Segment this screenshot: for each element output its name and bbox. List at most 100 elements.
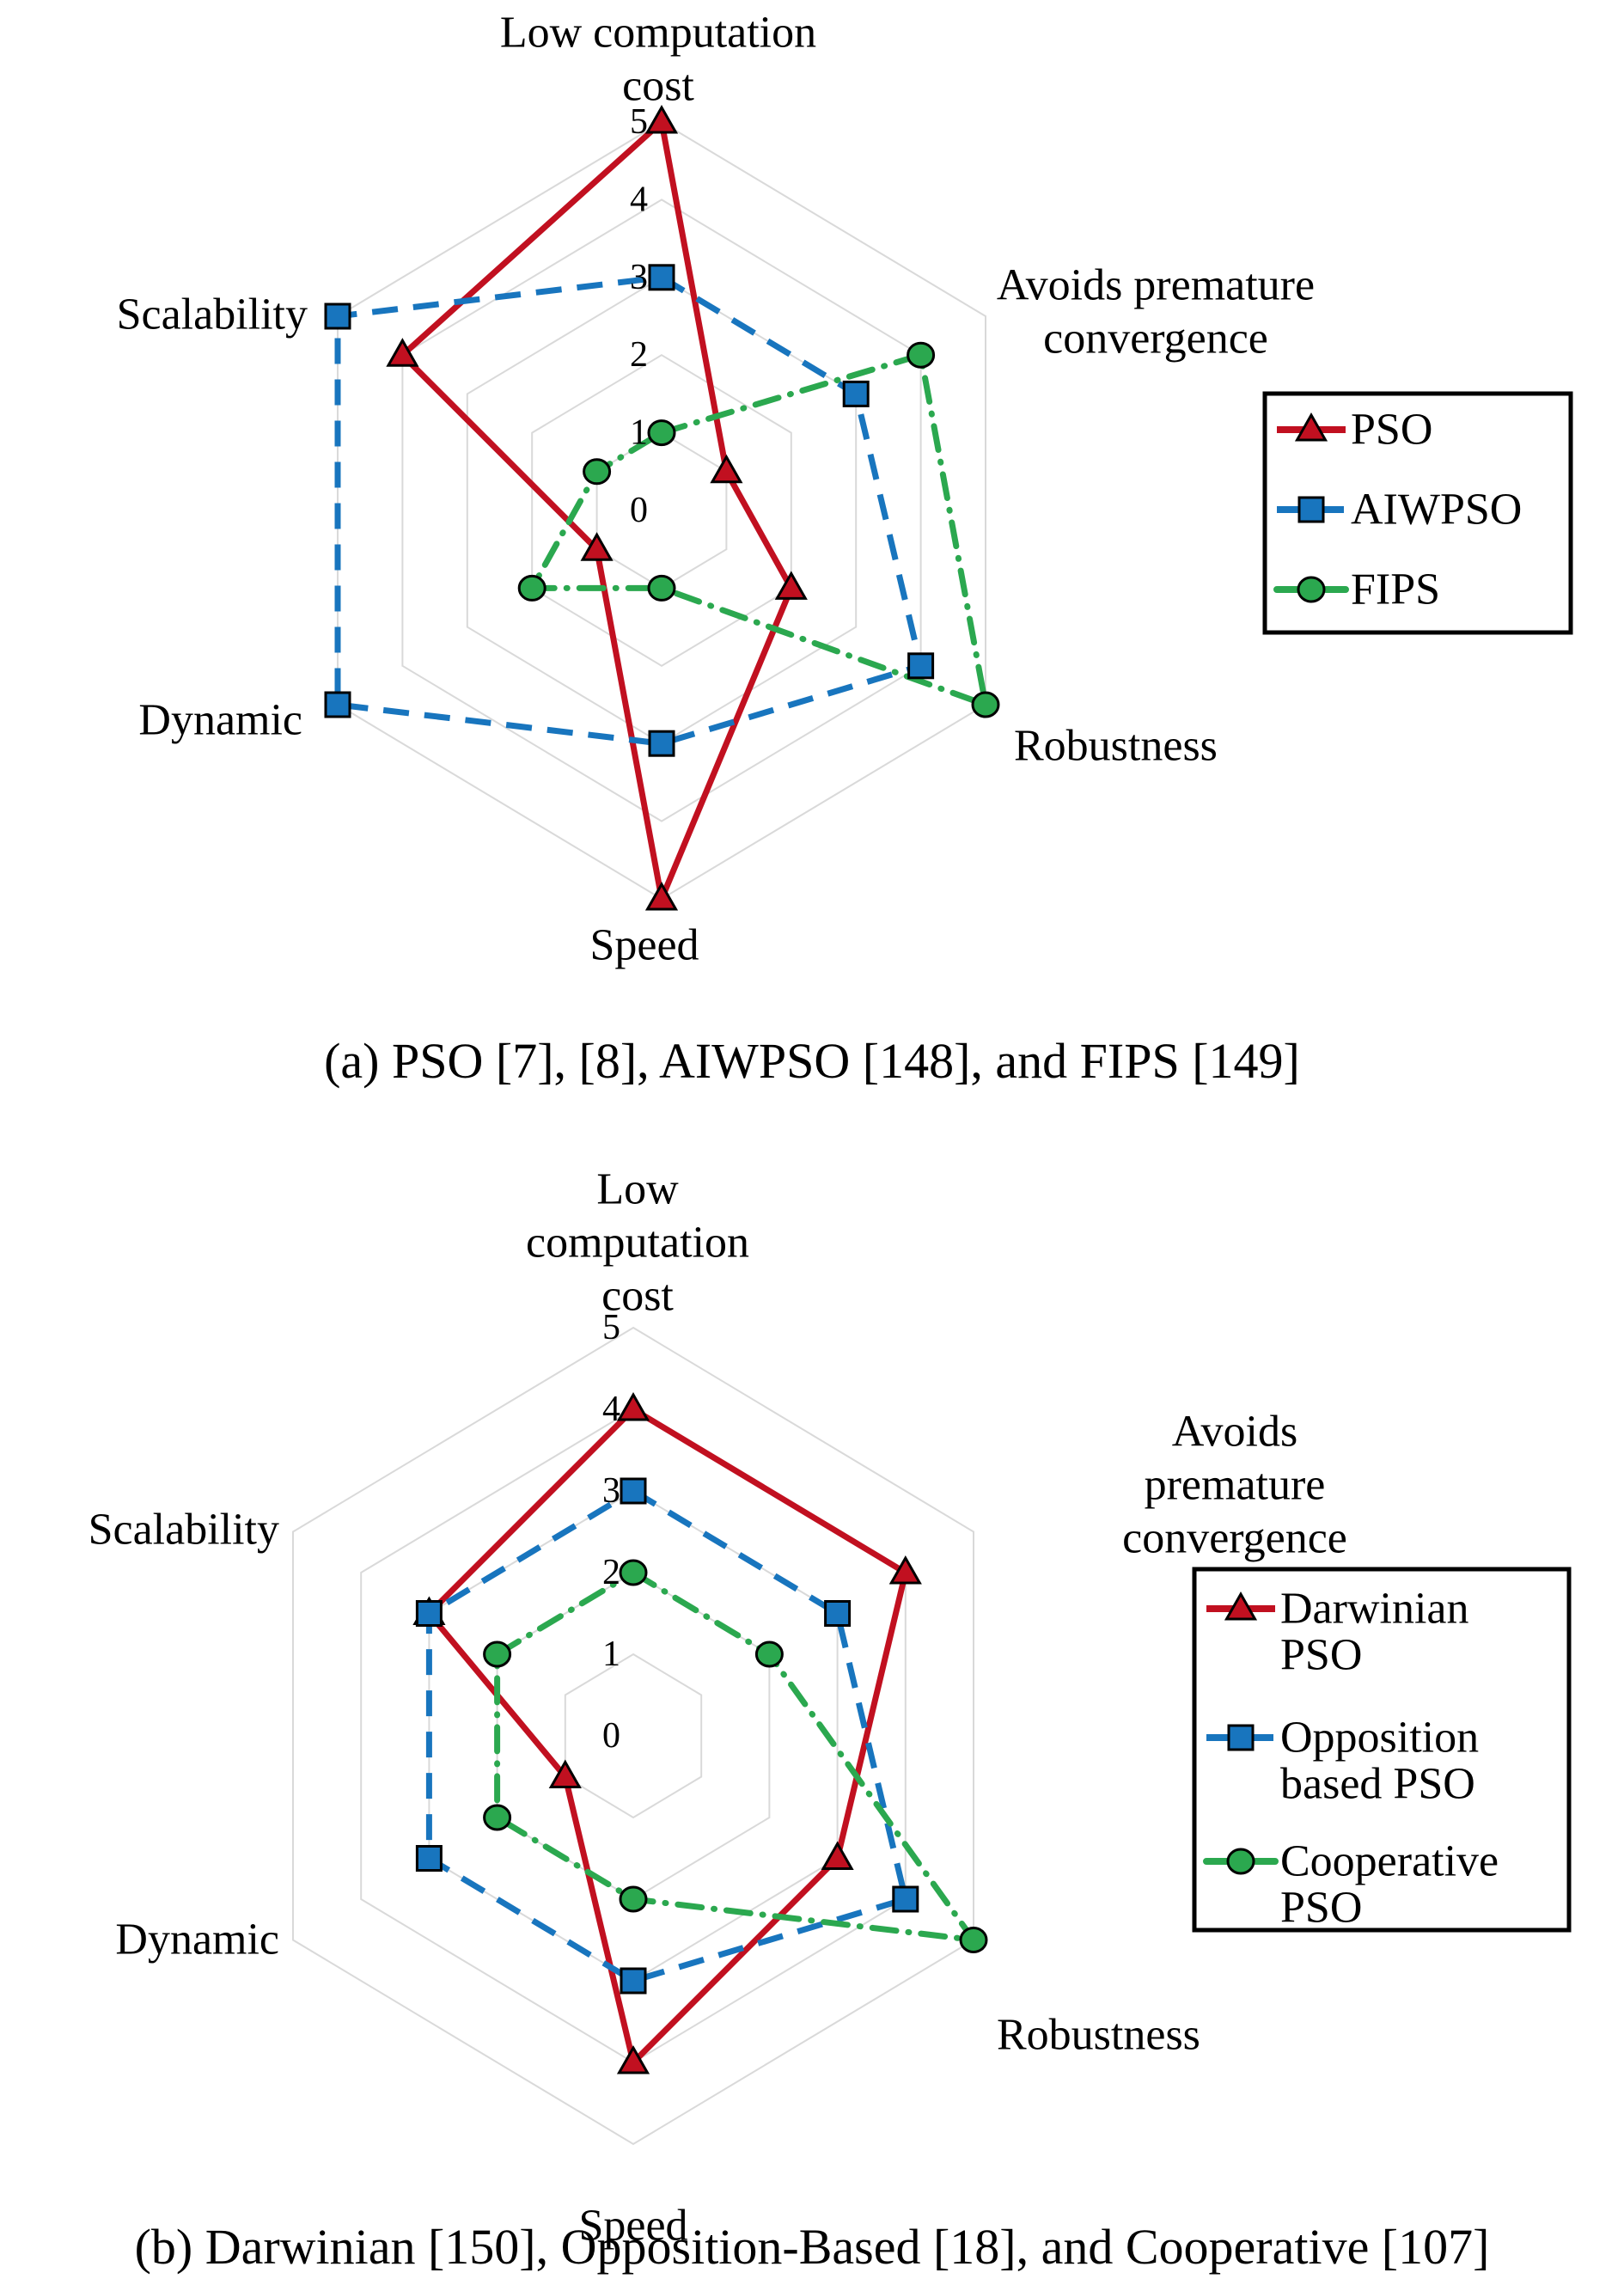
axis-label-avoids-premature-convergence: convergence — [1043, 315, 1268, 364]
tick-labels: 0 1 2 3 4 5 — [602, 1308, 620, 1756]
axis-label-low-computation-cost: computation — [526, 1219, 749, 1268]
tick-label: 5 — [602, 1308, 620, 1347]
square-marker — [648, 264, 675, 291]
caption-chart-a: (a) PSO [7], [8], AIWPSO [148], and FIPS… — [324, 1033, 1300, 1089]
triangle-marker — [644, 881, 679, 911]
axis-label-speed: Speed — [589, 921, 699, 970]
circle-marker — [619, 1885, 648, 1913]
series-markers-cooperative-pso — [483, 1559, 988, 1953]
circle-marker — [971, 691, 1000, 718]
legend-item-fips: FIPS — [1273, 565, 1440, 614]
axis-label-avoids-premature-convergence: premature — [1145, 1461, 1326, 1510]
circle-marker — [483, 1804, 512, 1831]
circle-marker — [1297, 576, 1326, 603]
tick-label: 5 — [630, 102, 648, 142]
series-line-darwinian-pso — [424, 1405, 909, 2068]
axis-label-low-computation-cost: cost — [601, 1272, 674, 1321]
triangle-marker — [821, 1841, 854, 1870]
legend-item-label: AIWPSO — [1351, 486, 1522, 535]
triangle-marker — [1224, 1591, 1258, 1621]
triangle-marker — [888, 1555, 922, 1585]
axis-label-robustness: Robustness — [1014, 722, 1218, 771]
axis-label-robustness: Robustness — [997, 2011, 1200, 2060]
caption-chart-b: (b) Darwinian [150], Opposition-Based [1… — [134, 2219, 1490, 2275]
square-marker — [842, 380, 870, 407]
tick-label: 1 — [630, 413, 648, 453]
grid-ring — [360, 1408, 907, 2064]
square-marker — [1297, 496, 1325, 523]
square-marker — [892, 1885, 919, 1913]
square-marker — [824, 1600, 852, 1627]
axis-label-dynamic: Dynamic — [138, 696, 302, 745]
tick-label: 4 — [602, 1390, 620, 1429]
axis-label-scalability: Scalability — [117, 290, 308, 339]
legend-item-label: Cooperative — [1280, 1837, 1499, 1886]
series-markers-darwinian-pso — [412, 1391, 922, 2074]
legend: PSO AIWPSO FIPS — [1262, 391, 1573, 635]
legend-item-label: PSO — [1280, 1884, 1362, 1933]
square-marker — [907, 652, 935, 680]
circle-marker — [647, 574, 676, 602]
grid-ring — [531, 354, 792, 667]
square-marker — [324, 691, 351, 718]
square-marker — [324, 302, 351, 330]
grid-ring — [292, 1326, 974, 2146]
triangle-marker — [1294, 412, 1328, 442]
series-markers-aiwpso — [324, 264, 935, 757]
square-marker — [620, 1477, 647, 1505]
circle-marker — [483, 1640, 512, 1668]
grid-ring — [496, 1571, 771, 1901]
triangle-marker — [580, 532, 614, 561]
square-marker — [415, 1845, 443, 1872]
legend-box — [1192, 1567, 1572, 1933]
tick-labels: 0 1 2 3 4 5 — [630, 102, 648, 530]
axis-label-avoids-premature-convergence: Avoids — [1172, 1408, 1297, 1457]
grid-ring — [466, 276, 858, 745]
legend-item-label: Opposition — [1280, 1714, 1479, 1763]
axis-label-low-computation-cost: Low computation — [500, 9, 816, 58]
tick-label: 3 — [602, 1471, 620, 1511]
series-markers-opposition-based-pso — [415, 1477, 919, 1995]
axis-label-speed: Speed — [578, 2202, 687, 2251]
circle-marker — [1226, 1848, 1255, 1875]
grid-ring — [337, 120, 986, 901]
triangle-marker — [774, 571, 808, 600]
square-marker — [415, 1600, 443, 1627]
circle-marker — [907, 341, 936, 369]
tick-label: 2 — [602, 1553, 620, 1592]
square-marker — [1227, 1724, 1255, 1751]
tick-label: 4 — [630, 180, 648, 219]
circle-marker — [517, 574, 546, 602]
triangle-marker — [616, 2044, 650, 2074]
legend-item-label: PSO — [1280, 1631, 1362, 1680]
grid-ring — [595, 431, 728, 590]
series-markers-fips — [517, 341, 1000, 718]
triangle-marker — [644, 104, 679, 134]
legend-item-label: FIPS — [1351, 565, 1440, 614]
tick-label: 2 — [630, 335, 648, 375]
triangle-marker — [616, 1391, 650, 1421]
radar-grid — [292, 1326, 974, 2146]
circle-marker — [583, 458, 612, 486]
grid-ring — [401, 199, 922, 822]
legend-item-aiwpso: AIWPSO — [1277, 486, 1522, 535]
series-line-opposition-based-pso — [425, 1487, 909, 1984]
circle-marker — [647, 419, 676, 447]
triangle-marker — [386, 338, 419, 367]
legend-item-pso: PSO — [1277, 406, 1432, 455]
tick-label: 0 — [602, 1716, 620, 1756]
axis-label-low-computation-cost: Low — [596, 1165, 679, 1214]
legend-item-label: PSO — [1351, 406, 1432, 455]
legend-item-label: based PSO — [1280, 1760, 1475, 1809]
circle-marker — [959, 1927, 988, 1953]
tick-label: 1 — [602, 1634, 620, 1674]
